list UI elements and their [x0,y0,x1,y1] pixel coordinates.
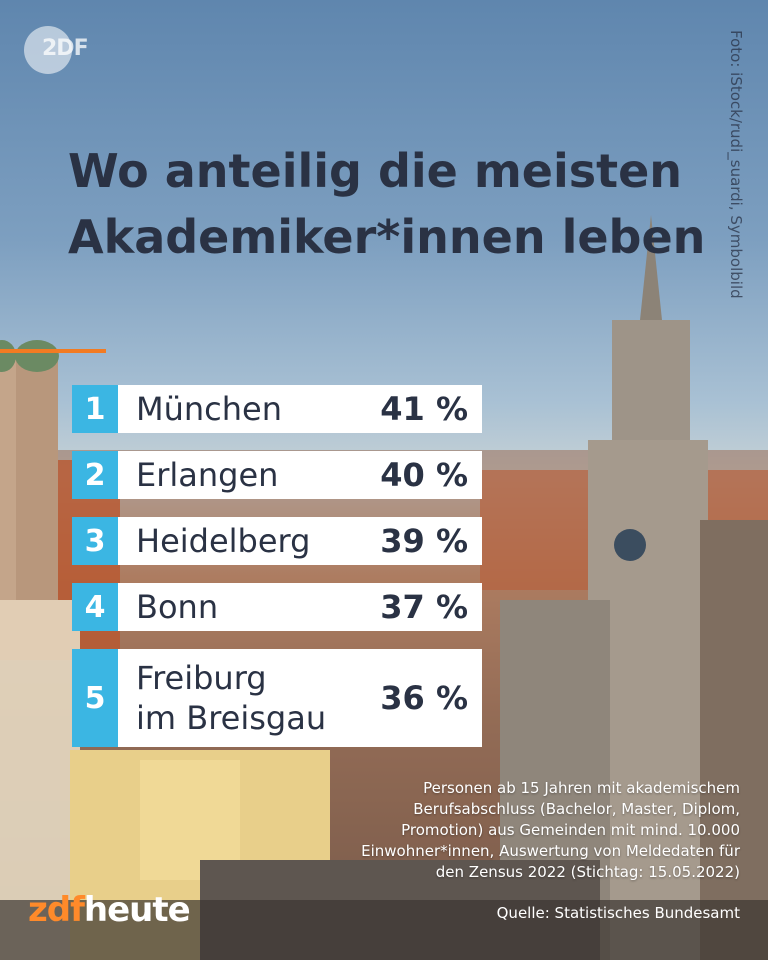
zdf-logo-text: 2DF [42,36,89,61]
percent-value: 40 % [380,456,468,494]
city-name: München [136,390,283,428]
accent-line [0,349,106,353]
rank-number: 2 [72,451,118,499]
ranking-row: 4 Bonn 37 % [72,583,482,631]
photo-credit: Foto: iStock/rudi_suardi, Symbolbild [727,30,745,299]
methodology-note: Personen ab 15 Jahren mit akademischem B… [361,779,740,881]
ranking-row: 1 München 41 % [72,385,482,433]
percent-value: 39 % [380,522,468,560]
zdfheute-logo: zdfheute [28,890,191,930]
ranking-row: 3 Heidelberg 39 % [72,517,482,565]
percent-value: 41 % [380,390,468,428]
source-note: Quelle: Statistisches Bundesamt [496,904,740,922]
city-name: Bonn [136,588,219,626]
brand-prefix: zdf [28,890,85,930]
city-name: Heidelberg [136,522,311,560]
brand-suffix: heute [83,890,191,930]
rank-number: 5 [72,649,118,747]
ranking-row: 2 Erlangen 40 % [72,451,482,499]
zdf-logo-circle [24,26,72,74]
rank-number: 1 [72,385,118,433]
rank-number: 3 [72,517,118,565]
percent-value: 37 % [380,588,468,626]
ranking-row: 5 Freiburg im Breisgau 36 % [72,649,482,747]
headline: Wo anteilig die meisten Akademiker*innen… [68,144,706,264]
percent-value: 36 % [380,679,468,717]
rank-number: 4 [72,583,118,631]
city-name: Erlangen [136,456,279,494]
city-name: Freiburg im Breisgau [136,659,327,737]
